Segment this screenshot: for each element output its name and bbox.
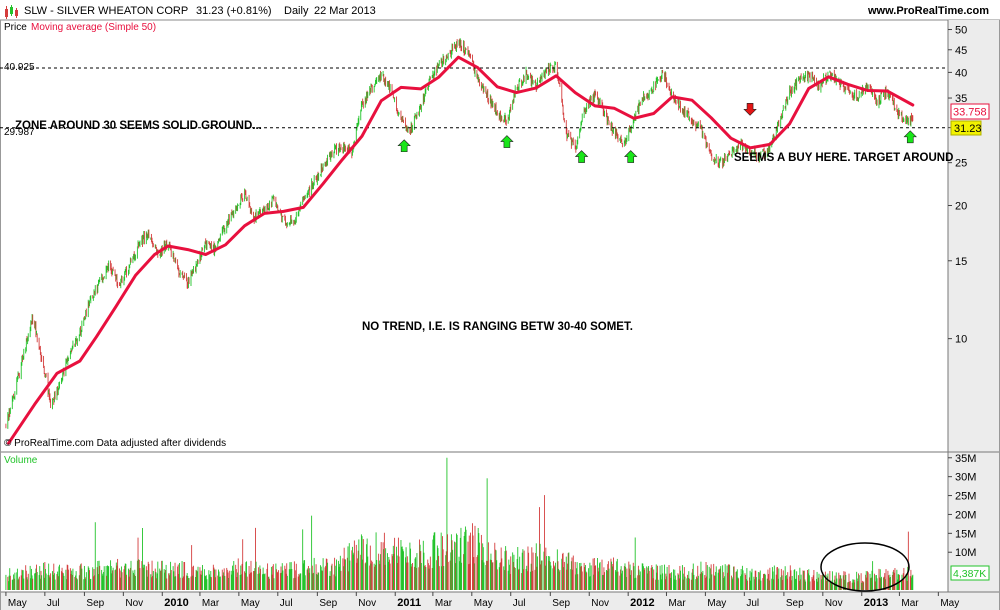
buy-arrow-icon xyxy=(623,150,638,163)
last-ma-box xyxy=(950,103,990,120)
x-tick-label: Jul xyxy=(47,598,60,609)
level-top-label: 40.925 xyxy=(4,62,35,73)
x-tick-label: Nov xyxy=(591,598,609,609)
y-tick-label: 25 xyxy=(955,158,967,170)
x-tick-label: Sep xyxy=(86,598,104,609)
x-axis-bg xyxy=(0,592,1000,610)
x-tick-label: Jul xyxy=(513,598,526,609)
buy-arrow-icon xyxy=(903,130,917,144)
period-label: Daily xyxy=(284,5,309,17)
y-tick-label: 50 xyxy=(955,25,967,37)
last-volume-label: 4,387K xyxy=(953,568,986,580)
toolbar-icon[interactable] xyxy=(3,2,19,20)
x-tick-label: Sep xyxy=(319,598,337,609)
price-panel-label: Price xyxy=(4,22,27,33)
candlestick-icon xyxy=(5,4,18,19)
x-tick-label: May xyxy=(474,598,493,609)
x-tick-label: Mar xyxy=(901,598,919,609)
x-tick-label: May xyxy=(8,598,27,609)
volume-bars xyxy=(5,457,914,590)
annotation-no-trend: NO TREND, I.E. IS RANGING BETW 30-40 SOM… xyxy=(362,321,633,333)
y-tick-label: 20 xyxy=(955,201,967,213)
x-tick-label: Mar xyxy=(668,598,686,609)
volume-panel-label: Volume xyxy=(4,455,38,466)
volume-tick-label: 30M xyxy=(955,472,976,484)
sell-arrow-icon xyxy=(743,103,757,116)
volume-tick-label: 20M xyxy=(955,509,976,521)
y-tick-label: 35 xyxy=(955,93,967,105)
last-price-label: 31.23 xyxy=(954,123,982,135)
x-tick-label: 2010 xyxy=(164,597,188,609)
x-tick-label: Jul xyxy=(746,598,759,609)
buy-arrow-icon xyxy=(574,150,589,163)
x-tick-label: Nov xyxy=(358,598,376,609)
ma-legend-label: Moving average (Simple 50) xyxy=(31,22,157,33)
ticker-title: SLW - SILVER WHEATON CORP xyxy=(24,5,189,17)
x-tick-label: Mar xyxy=(202,598,220,609)
moving-average-line xyxy=(7,55,915,445)
data-credit: © ProRealTime.com Data adjusted after di… xyxy=(4,438,227,449)
x-axis-ticks: May Jul Sep Nov 2010 Mar May Jul Sep Nov 2011 Mar Ma… xyxy=(5,592,959,609)
x-tick-label: Sep xyxy=(552,598,570,609)
last-volume-box xyxy=(950,565,990,581)
price-y-axis-bg xyxy=(948,20,1000,452)
x-tick-label: Mar xyxy=(435,598,453,609)
last-price-box xyxy=(950,120,982,136)
buy-arrow-icon xyxy=(500,135,514,148)
volume-tick-label: 10M xyxy=(955,547,976,559)
level-bottom-label: 29.987 xyxy=(4,127,35,138)
date-label: 22 Mar 2013 xyxy=(314,5,376,17)
buy-arrow-icon xyxy=(397,139,411,153)
x-tick-label: Jul xyxy=(280,598,293,609)
x-tick-label: Nov xyxy=(825,598,843,609)
x-tick-label: 2012 xyxy=(630,597,654,609)
y-tick-label: 15 xyxy=(955,256,967,268)
x-tick-label: Nov xyxy=(125,598,143,609)
x-tick-label: 2013 xyxy=(864,597,888,609)
x-tick-label: Sep xyxy=(786,598,804,609)
level-lines xyxy=(0,67,948,129)
y-tick-label: 10 xyxy=(955,334,967,346)
y-tick-label: 40 xyxy=(955,67,967,79)
x-tick-label: 2011 xyxy=(397,597,421,609)
price-bars xyxy=(5,38,914,429)
volume-tick-label: 15M xyxy=(955,528,976,540)
annotation-zone: ZONE AROUND 30 SEEMS SOLID GROUND... xyxy=(15,120,262,132)
annotation-buy: SEEMS A BUY HERE. TARGET AROUND xyxy=(734,152,954,164)
site-link[interactable]: www.ProRealTime.com xyxy=(868,5,990,17)
volume-tick-label: 25M xyxy=(955,491,976,503)
y-tick-label: 45 xyxy=(955,45,967,57)
x-tick-label: May xyxy=(940,598,959,609)
x-tick-label: May xyxy=(241,598,260,609)
x-tick-label: May xyxy=(707,598,726,609)
last-ma-label: 33.758 xyxy=(953,107,987,119)
volume-circle-annotation xyxy=(820,542,910,592)
volume-tick-label: 35M xyxy=(955,453,976,465)
signal-markers xyxy=(397,103,917,163)
volume-y-ticks: 10M 15M 20M 25M 30M 35M xyxy=(948,453,976,559)
quote-value: 31.23 (+0.81%) xyxy=(196,5,272,17)
